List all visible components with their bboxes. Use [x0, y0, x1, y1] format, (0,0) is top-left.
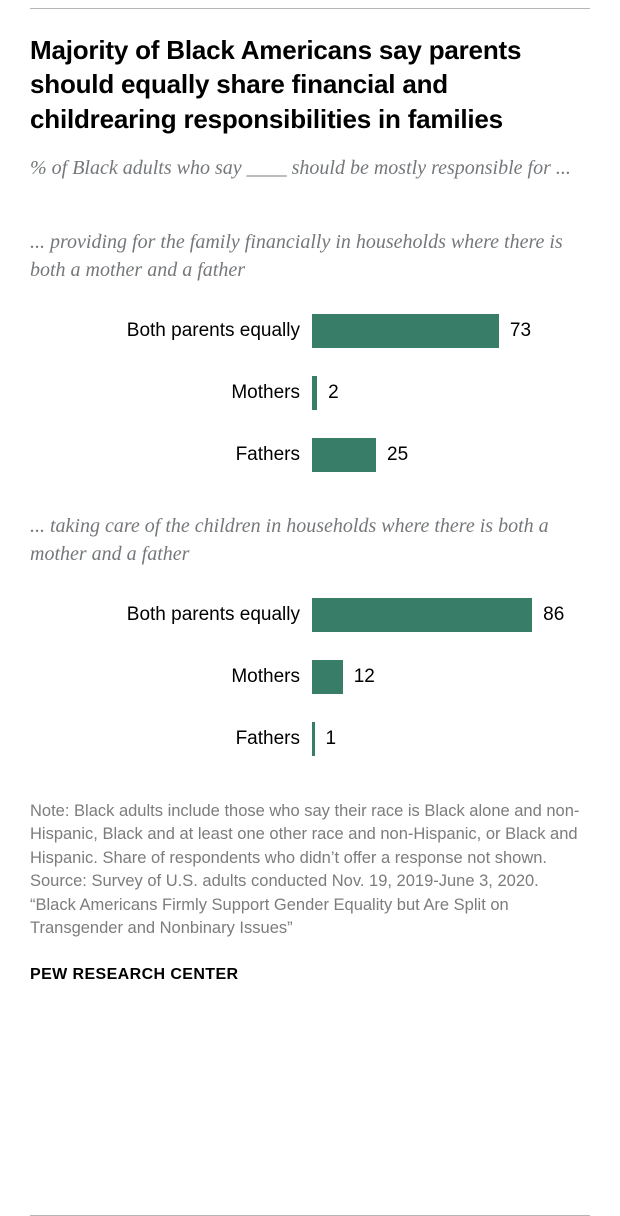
- bar-category-label: Fathers: [235, 727, 300, 749]
- bar-category-label: Mothers: [231, 381, 300, 403]
- bar-row: Fathers 25: [30, 437, 590, 472]
- bar-area: 2: [312, 375, 590, 410]
- bar-area: 86: [312, 597, 590, 632]
- bar-value-label: 86: [543, 603, 565, 625]
- bar-row: Both parents equally 73: [30, 313, 590, 348]
- bar-chart-childcare: Both parents equally 86 Mothers 12 Fathers 1: [30, 597, 590, 756]
- bar: [312, 721, 315, 756]
- bar-area: 25: [312, 437, 590, 472]
- bar-category-label: Both parents equally: [126, 319, 300, 341]
- bar-area: 1: [312, 721, 590, 756]
- bar-value-label: 12: [353, 665, 375, 687]
- bar-row: Fathers 1: [30, 721, 590, 756]
- bar-value-label: 2: [328, 381, 339, 403]
- bar-value-label: 25: [387, 443, 409, 465]
- page-subtitle: % of Black adults who say ____ should be…: [30, 156, 571, 179]
- page-title: Majority of Black Americans say parents …: [30, 35, 522, 134]
- bottom-spacer: [30, 984, 590, 1201]
- bar-area: 12: [312, 659, 590, 694]
- bar: [312, 313, 499, 348]
- bar-category-label: Both parents equally: [126, 603, 300, 625]
- bar-value-label: 73: [509, 319, 532, 341]
- bar: [312, 437, 376, 472]
- bar: [312, 375, 318, 410]
- bar-category-label: Fathers: [235, 443, 300, 465]
- citation-text: “Black Americans Firmly Support Gender E…: [30, 895, 509, 938]
- chart-2-heading: ... taking care of the children in house…: [30, 514, 549, 565]
- bar-area: 73: [312, 313, 590, 348]
- bar-value-label: 1: [325, 727, 337, 749]
- bar-row: Both parents equally 86: [30, 597, 590, 632]
- bar: [312, 597, 533, 632]
- top-divider: [30, 8, 590, 9]
- pew-research-center-wordmark: PEW RESEARCH CENTER: [30, 966, 239, 984]
- bar: [312, 659, 343, 694]
- note-text: Note: Black adults include those who say…: [30, 801, 580, 867]
- bar-row: Mothers 12: [30, 659, 590, 694]
- bar-chart-financial: Both parents equally 73 Mothers 2 Fathers 25: [30, 313, 590, 472]
- bar-row: Mothers 2: [30, 375, 590, 410]
- footer-notes: Note: Black adults include those who say…: [30, 800, 590, 941]
- source-text: Source: Survey of U.S. adults conducted …: [30, 872, 539, 891]
- bar-category-label: Mothers: [231, 665, 300, 687]
- chart-1-heading: ... providing for the family financially…: [30, 230, 563, 281]
